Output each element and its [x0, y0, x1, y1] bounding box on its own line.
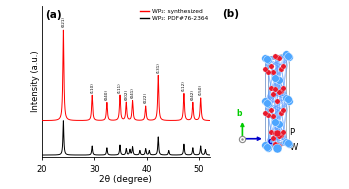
- Y-axis label: Intensity (a.u.): Intensity (a.u.): [31, 50, 40, 112]
- Legend: WP₂: synthesized, WP₂: PDF#76-2364: WP₂: synthesized, WP₂: PDF#76-2364: [140, 9, 208, 21]
- Text: W: W: [290, 143, 298, 152]
- Text: b: b: [236, 108, 242, 118]
- Text: (111): (111): [118, 82, 122, 93]
- Text: (a): (a): [45, 10, 62, 20]
- Text: (150): (150): [199, 84, 203, 95]
- Text: (112): (112): [182, 80, 186, 91]
- Text: P: P: [290, 128, 295, 137]
- Text: (041): (041): [131, 87, 135, 98]
- Text: (021): (021): [61, 16, 65, 27]
- Text: (110): (110): [90, 82, 94, 93]
- Text: (022): (022): [144, 92, 148, 103]
- X-axis label: 2θ (degree): 2θ (degree): [99, 175, 152, 184]
- Text: (002): (002): [124, 89, 128, 100]
- Text: (131): (131): [156, 62, 160, 73]
- Text: (042): (042): [191, 89, 195, 100]
- Text: (040): (040): [105, 89, 109, 100]
- Text: c: c: [267, 137, 272, 146]
- Text: (b): (b): [223, 9, 239, 19]
